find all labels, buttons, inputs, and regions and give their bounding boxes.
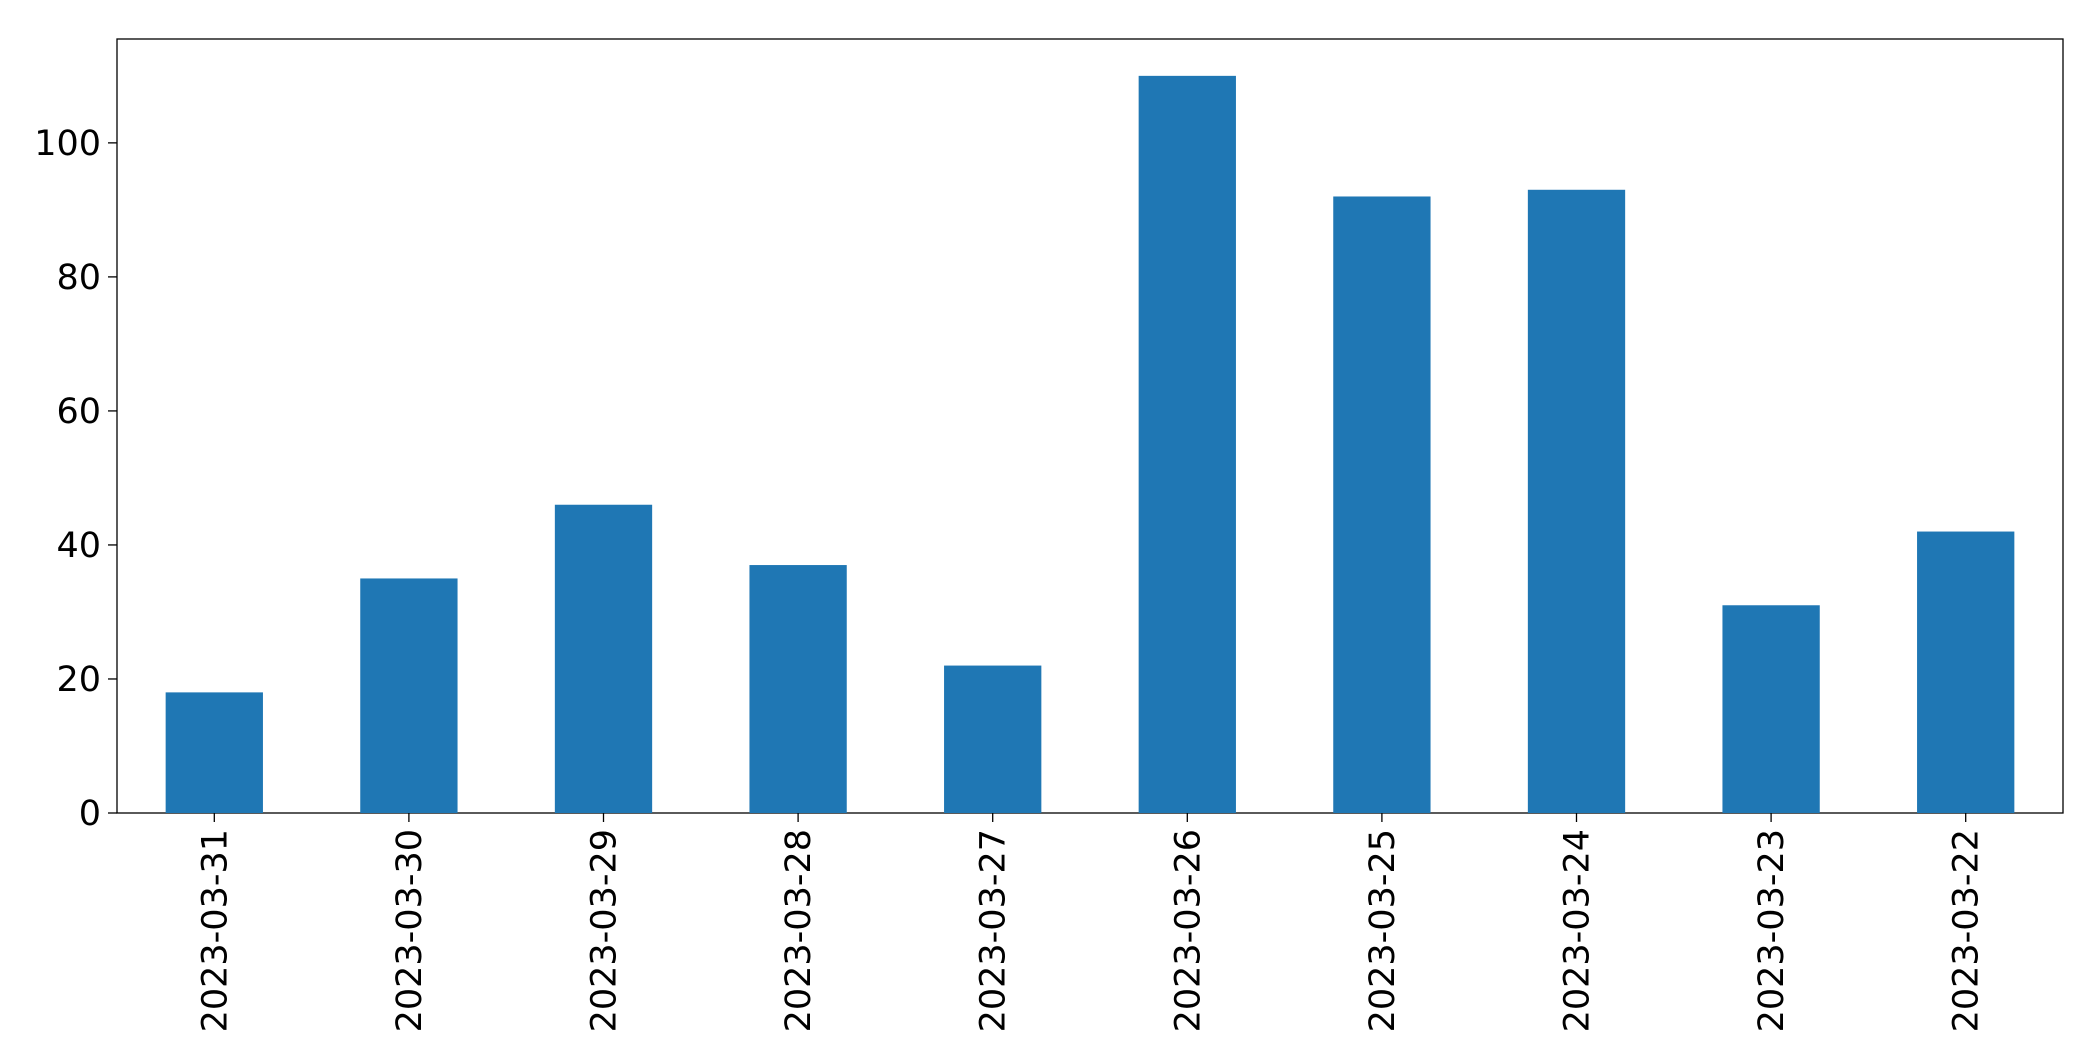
bar: [749, 565, 847, 813]
bar: [944, 665, 1042, 813]
x-tick-label: 2023-03-31: [195, 829, 235, 1032]
bar: [360, 578, 458, 813]
x-tick-label: 2023-03-30: [390, 829, 430, 1032]
bar: [1917, 531, 2015, 813]
x-tick-label: 2023-03-26: [1168, 829, 1208, 1032]
x-tick-label: 2023-03-28: [779, 829, 819, 1032]
x-tick-label: 2023-03-27: [974, 829, 1014, 1032]
bar: [165, 692, 263, 813]
x-tick-label: 2023-03-24: [1558, 829, 1598, 1032]
x-tick-label: 2023-03-23: [1752, 829, 1792, 1032]
plot-frame: [116, 38, 2064, 814]
y-tick-label: 100: [34, 124, 101, 164]
x-tick-label: 2023-03-29: [585, 829, 625, 1032]
y-tick-label: 80: [56, 258, 101, 298]
y-tick-label: 20: [56, 660, 101, 700]
bar: [554, 504, 653, 813]
x-tick-label: 2023-03-22: [1947, 829, 1987, 1032]
y-tick-label: 40: [56, 526, 101, 566]
bar: [1527, 189, 1626, 813]
bar: [1722, 605, 1820, 813]
y-tick-label: 60: [56, 392, 101, 432]
y-tick-label: 0: [79, 794, 101, 834]
bar: [1333, 196, 1431, 813]
x-tick-label: 2023-03-25: [1363, 829, 1403, 1032]
bar: [1138, 75, 1236, 814]
